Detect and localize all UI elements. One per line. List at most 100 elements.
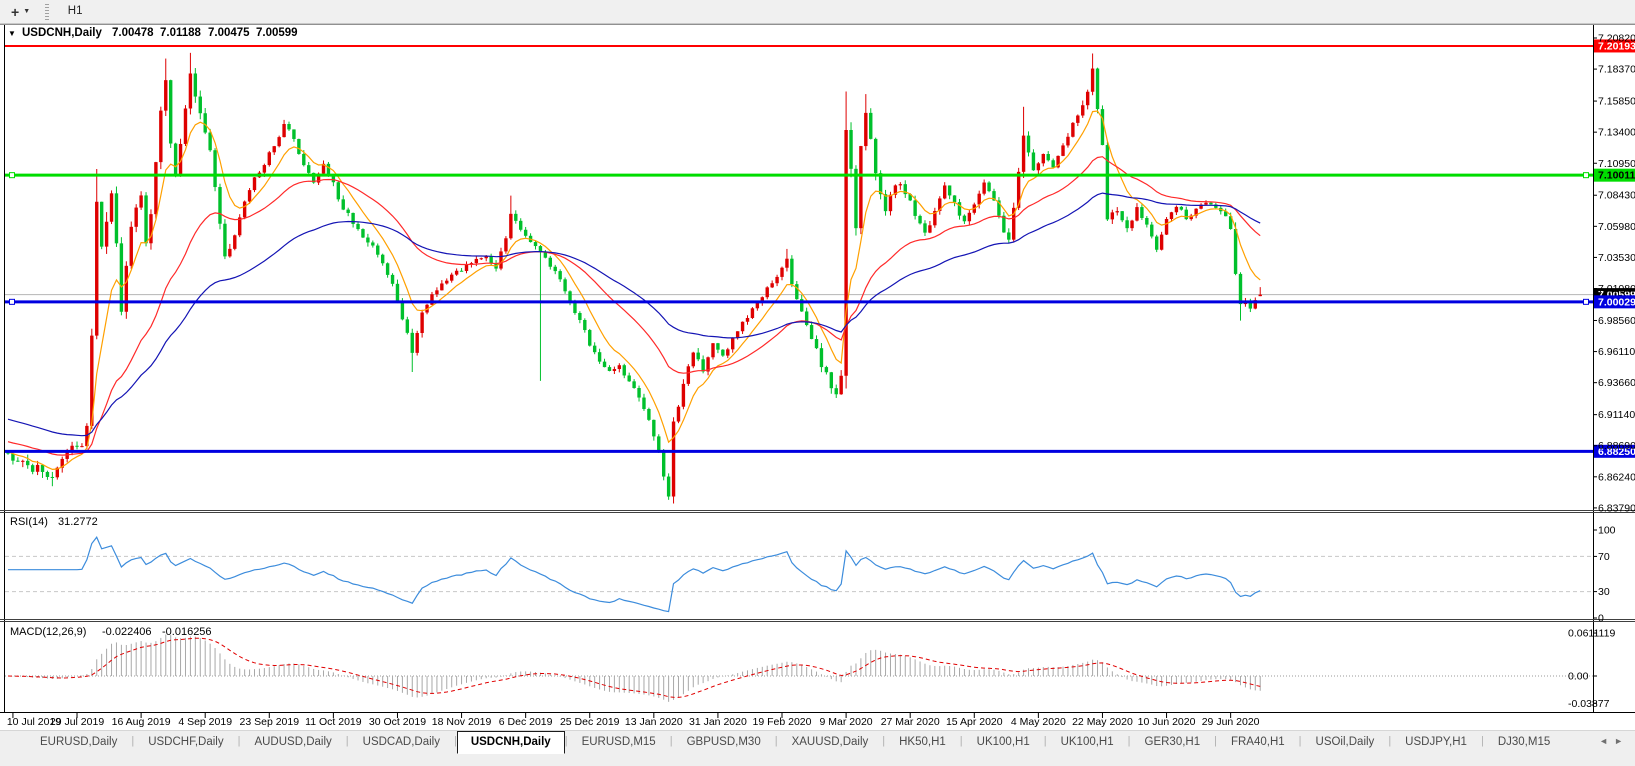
tab-usdjpy-h1[interactable]: USDJPY,H1	[1405, 736, 1467, 748]
top-toolbar: + ▼ M1M5M15M30H1H4D1W1MN	[0, 0, 1635, 105]
hline-price-tag-7.20193: 7.20193	[1594, 39, 1635, 53]
macd-signal-line	[7, 637, 1261, 698]
date-label: 16 Aug 2019	[112, 716, 171, 728]
tab-audusd-daily[interactable]: AUDUSD,Daily	[254, 736, 332, 748]
date-label: 9 Mar 2020	[820, 716, 873, 728]
tab-scroll-left-icon[interactable]: ◄	[1599, 736, 1615, 746]
macd-name: MACD(12,26,9)	[10, 626, 86, 638]
date-label: 4 Sep 2019	[178, 716, 232, 728]
tab-gbpusd-m30[interactable]: GBPUSD,M30	[686, 736, 761, 748]
hline-7.00029[interactable]	[5, 298, 1593, 305]
tab-separator: |	[345, 735, 349, 747]
price-tick-label: 6.91140	[1598, 409, 1635, 421]
tab-hk50-h1[interactable]: HK50,H1	[899, 736, 946, 748]
chart-title-symbol: USDCNH,Daily	[22, 27, 102, 39]
tab-usdchf-daily[interactable]: USDCHF,Daily	[148, 736, 224, 748]
date-label: 10 Jun 2020	[1138, 716, 1196, 728]
moving-average-line-8	[7, 110, 1261, 471]
price-tick-label: 7.13400	[1598, 127, 1635, 139]
tab-separator: |	[1298, 735, 1302, 747]
price-tick-label: 6.96110	[1598, 346, 1635, 358]
tab-uk100-h1-10[interactable]: UK100,H1	[1060, 736, 1114, 748]
svg-text:6.88250: 6.88250	[1598, 446, 1635, 458]
date-label: 22 May 2020	[1072, 716, 1133, 728]
tab-scroll-right-icon[interactable]: ►	[1614, 736, 1629, 746]
hline-price-tag-6.88250: 6.88250	[1594, 444, 1635, 458]
svg-text:7.00029: 7.00029	[1598, 296, 1635, 308]
price-tick-label: 7.10950	[1598, 158, 1635, 170]
price-tick-label: 7.08430	[1598, 190, 1635, 202]
rsi-name: RSI(14)	[10, 516, 48, 528]
tab-uk100-h1[interactable]: UK100,H1	[976, 736, 1030, 748]
price-tick-label: 7.03530	[1598, 252, 1635, 264]
macd-main-value: -0.022406	[102, 626, 152, 638]
date-label: 25 Dec 2019	[560, 716, 620, 728]
price-tick-label: 7.01080	[1598, 283, 1635, 295]
quote-open: 7.00478	[112, 27, 154, 39]
date-label: 23 Sep 2019	[240, 716, 300, 728]
toolbar-grip[interactable]	[45, 3, 50, 20]
chart-canvas[interactable]: 7.00599 7.20193 7.10011 7.00029 6.88250 7.208…	[0, 24, 1635, 730]
date-label: 19 Feb 2020	[753, 716, 812, 728]
date-label: 27 Mar 2020	[881, 716, 940, 728]
price-tick-label: 6.88690	[1598, 440, 1635, 452]
tab-usdcad-daily[interactable]: USDCAD,Daily	[362, 736, 440, 748]
chart-title: ▼ USDCNH,Daily 7.00478 7.01188 7.00475 7…	[8, 27, 298, 39]
timeframe-button-h1[interactable]: H1	[67, 4, 83, 17]
tab-xauusd-daily[interactable]: XAUUSD,Daily	[791, 736, 869, 748]
price-tick-label: 7.15850	[1598, 96, 1635, 108]
tab-dj30-m15[interactable]: DJ30,M15	[1497, 736, 1551, 748]
tab-separator: |	[237, 735, 241, 747]
date-label: 4 May 2020	[1011, 716, 1066, 728]
crosshair-icon: +	[11, 3, 20, 20]
svg-text:7.20193: 7.20193	[1598, 40, 1635, 52]
rsi-tick-label: 70	[1598, 551, 1610, 563]
tab-ger30-h1[interactable]: GER30,H1	[1144, 736, 1201, 748]
date-label: 31 Jan 2020	[689, 716, 747, 728]
price-tick-label: 6.93660	[1598, 377, 1635, 389]
rsi-tick-label: 100	[1598, 525, 1616, 537]
tab-separator: |	[131, 735, 135, 747]
macd-tick-label: 0.0611119	[1568, 628, 1615, 640]
tab-separator: |	[669, 735, 673, 747]
price-tick-label: 7.05980	[1598, 221, 1635, 233]
hline-7.10011[interactable]	[5, 172, 1593, 179]
price-tick-label: 6.86240	[1598, 471, 1635, 483]
tab-separator: |	[1043, 735, 1047, 747]
tab-separator: |	[453, 735, 457, 747]
date-label: 18 Nov 2019	[432, 716, 492, 728]
rsi-label: RSI(14) 31.2772	[10, 516, 98, 528]
date-label: 29 Jun 2020	[1202, 716, 1260, 728]
tab-eurusd-daily[interactable]: EURUSD,Daily	[40, 736, 118, 748]
chevron-down-icon: ▼	[23, 8, 31, 15]
date-label: 6 Dec 2019	[499, 716, 553, 728]
tab-eurusd-m15[interactable]: EURUSD,M15	[581, 736, 656, 748]
moving-average-line-60	[7, 192, 1261, 437]
macd-tick-label: -0.03877	[1568, 698, 1610, 710]
macd-histogram	[12, 634, 1261, 702]
price-tick-label: 6.83790	[1598, 502, 1635, 514]
tab-fra40-h1[interactable]: FRA40,H1	[1230, 736, 1285, 748]
macd-label: MACD(12,26,9) -0.022406 -0.016256	[10, 626, 212, 638]
tab-separator: |	[774, 735, 778, 747]
tab-usdcnh-daily[interactable]: USDCNH,Daily	[456, 731, 565, 754]
tab-separator: |	[1127, 735, 1131, 747]
quote-close: 7.00599	[256, 27, 298, 39]
date-label: 30 Oct 2019	[369, 716, 426, 728]
tab-separator: |	[1214, 735, 1217, 747]
date-label: 15 Apr 2020	[946, 716, 1003, 728]
price-tick-label: 7.18370	[1598, 64, 1635, 76]
chart-background	[0, 24, 1635, 730]
crosshair-tool-button[interactable]: + ▼	[6, 1, 35, 23]
price-tick-label: 6.98560	[1598, 315, 1635, 327]
rsi-value: 31.2772	[58, 516, 98, 528]
date-label: 13 Jan 2020	[625, 716, 683, 728]
tab-separator: |	[1480, 735, 1484, 747]
collapse-triangle-icon: ▼	[8, 29, 16, 38]
hline-price-tag-7.10011: 7.10011	[1594, 168, 1635, 182]
moving-average-line-30	[7, 156, 1261, 456]
tab-scroll-arrows: ◄►	[1599, 736, 1629, 746]
tab-usoil-daily[interactable]: USOil,Daily	[1315, 736, 1375, 748]
date-label: 10 Jul 2019	[7, 716, 61, 728]
tab-separator: |	[882, 735, 886, 747]
